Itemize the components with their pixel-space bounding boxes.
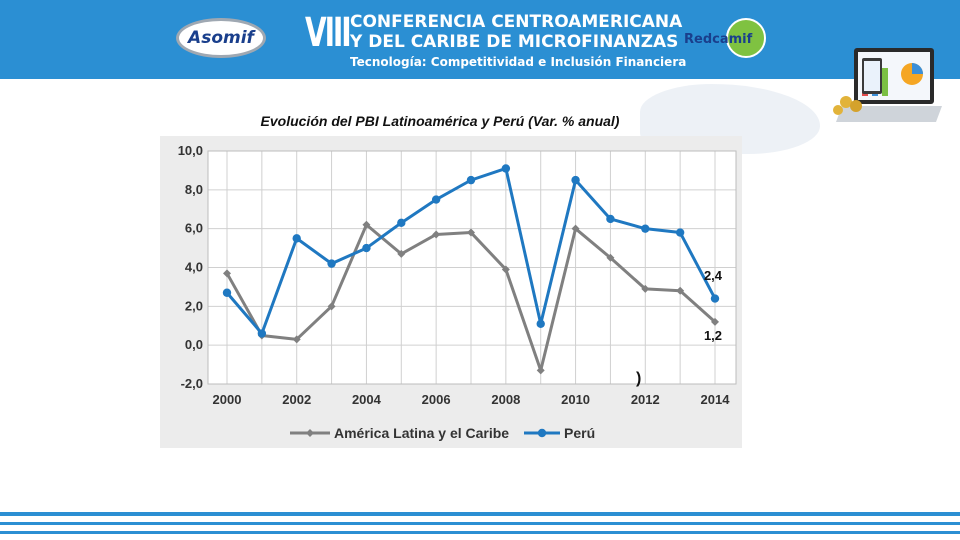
- conference-roman-numeral: VIII: [305, 10, 352, 56]
- data-point-peru: [327, 259, 336, 268]
- footer-stripe-bottom: [0, 531, 960, 534]
- x-tick-label: 2010: [561, 392, 590, 407]
- y-tick-label: -2,0: [181, 376, 203, 391]
- x-tick-label: 2008: [491, 392, 520, 407]
- x-tick-label: 2006: [422, 392, 451, 407]
- asomif-logo: Asomif: [176, 18, 266, 58]
- legend-marker-peru: [537, 428, 547, 438]
- legend-label-america-latina: América Latina y el Caribe: [334, 425, 509, 441]
- data-point-america-latina: [397, 249, 406, 258]
- data-point-america-latina: [467, 228, 475, 237]
- data-point-america-latina: [223, 269, 231, 278]
- data-point-america-latina: [292, 335, 301, 344]
- data-point-peru: [606, 214, 615, 224]
- data-point-peru: [362, 243, 371, 253]
- asomif-logo-text: Asomif: [188, 28, 254, 48]
- data-point-peru: [257, 329, 267, 338]
- data-point-america-latina: [606, 253, 615, 262]
- data-point-america-latina: [676, 286, 685, 295]
- data-label-latam-2014: 1,2: [704, 328, 722, 343]
- data-point-america-latina: [432, 230, 441, 239]
- data-point-america-latina: [711, 317, 719, 326]
- data-point-peru: [641, 224, 650, 233]
- line-chart: -2,0 0,0 2,0 4,0 6,0 8,0 10,0 2000 2002 2004 2006 2…: [178, 143, 737, 441]
- stray-annotation: ): [636, 370, 642, 387]
- footer-stripe-top: [0, 512, 960, 516]
- y-tick-label: 6,0: [185, 221, 203, 236]
- data-point-peru: [675, 228, 685, 237]
- x-tick-label: 2000: [213, 392, 242, 407]
- chart-area: -2,0 0,0 2,0 4,0 6,0 8,0 10,0 2000 2002 2004 2006 2…: [160, 136, 742, 448]
- redcamif-logo-text: Redcamif: [684, 32, 753, 47]
- y-tick-label: 4,0: [185, 260, 203, 275]
- data-point-peru: [536, 319, 545, 329]
- data-point-peru: [222, 288, 232, 297]
- globe-icon: [726, 18, 766, 58]
- x-tick-label: 2012: [631, 392, 660, 407]
- y-tick-label: 8,0: [185, 182, 203, 197]
- footer-stripe-middle: [0, 522, 960, 525]
- data-label-peru-2014: 2,4: [704, 268, 723, 283]
- redcamif-logo: Redcamif: [684, 18, 784, 64]
- y-tick-label: 0,0: [185, 337, 203, 352]
- y-tick-label: 10,0: [178, 143, 203, 158]
- data-point-america-latina: [362, 220, 371, 229]
- data-point-america-latina: [571, 224, 580, 233]
- chart-title: Evolución del PBI Latinoamérica y Perú (…: [260, 113, 620, 129]
- laptop-tablet-icon: [833, 48, 942, 122]
- data-point-america-latina: [536, 366, 545, 375]
- x-tick-label: 2004: [352, 392, 382, 407]
- y-tick-label: 2,0: [185, 298, 203, 313]
- data-point-peru: [466, 175, 476, 185]
- data-point-america-latina: [501, 265, 510, 274]
- data-point-peru: [571, 175, 580, 185]
- conference-title-line1: CONFERENCIA CENTROAMERICANA: [350, 12, 683, 32]
- legend-marker-america-latina: [306, 429, 314, 437]
- data-point-peru: [292, 234, 301, 243]
- header-banner: Asomif VIII CONFERENCIA CENTROAMERICANA …: [0, 0, 960, 79]
- data-point-peru: [397, 218, 406, 228]
- data-point-america-latina: [327, 302, 336, 311]
- data-point-peru: [710, 294, 720, 303]
- plot-border: [207, 150, 737, 385]
- x-tick-label: 2014: [701, 392, 731, 407]
- x-tick-label: 2002: [282, 392, 311, 407]
- conference-subtitle: Tecnología: Competitividad e Inclusión F…: [350, 55, 687, 69]
- data-point-peru: [501, 164, 511, 173]
- data-point-america-latina: [641, 284, 650, 293]
- legend-label-peru: Perú: [564, 425, 595, 441]
- data-point-peru: [431, 195, 441, 204]
- conference-title-line2: Y DEL CARIBE DE MICROFINANZAS: [350, 32, 679, 52]
